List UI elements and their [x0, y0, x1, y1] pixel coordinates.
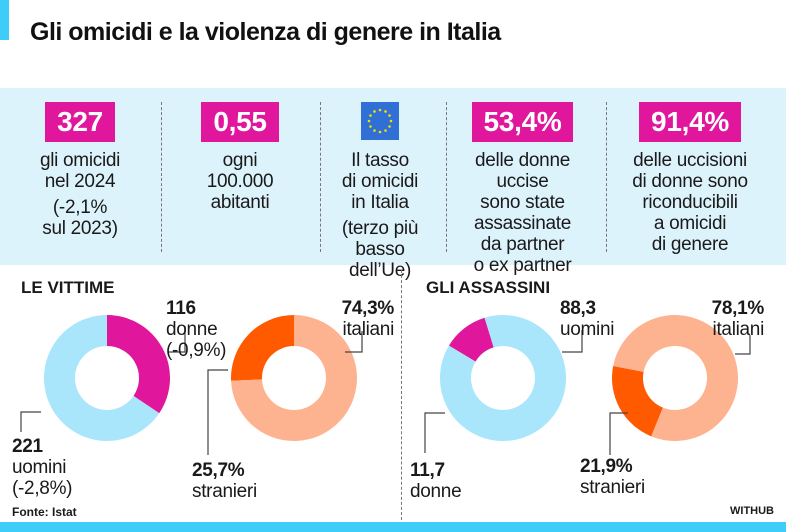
donut-slice-stranieri [611, 365, 663, 437]
stat-text: a omicidi [653, 213, 727, 234]
stat-value: 327 [45, 102, 115, 142]
stat-text: sono state [480, 192, 565, 213]
stat-text: in Italia [351, 192, 409, 213]
stat-text: di donne sono [632, 171, 748, 192]
stat-text: Il tasso [351, 150, 409, 171]
stat-text: uccise [496, 171, 549, 192]
stat-text: abitanti [210, 192, 270, 213]
stat-homicides: 327 gli omicidi nel 2024 (-2,1% sul 2023… [20, 102, 140, 239]
stat-value: 0,55 [201, 102, 279, 142]
donut-slice-italiani [231, 315, 358, 441]
stat-note: dell’Ue) [348, 260, 411, 281]
page-title: Gli omicidi e la violenza di genere in I… [30, 18, 501, 46]
label-killers-women: 11,7 donne [410, 460, 462, 502]
stat-text: gli omicidi [39, 150, 121, 171]
stat-text: di omicidi [341, 171, 419, 192]
label-killers-foreigners: 21,9% stranieri [580, 456, 645, 498]
stat-partner: 53,4% delle donne uccise sono state assa… [455, 102, 590, 276]
donut-slice-italiani [613, 315, 738, 441]
divider [161, 102, 162, 252]
stat-text: assassinate [473, 213, 572, 234]
label-killers-men: 88,3 uomini [560, 298, 615, 340]
stat-note: (terzo più [341, 218, 419, 239]
label-victims-italians: 74,3% italiani [341, 298, 395, 340]
brand-logo: WITHUB [730, 505, 774, 517]
divider [320, 102, 321, 252]
stat-text: di genere [651, 234, 729, 255]
donut-slice-uomini [440, 315, 567, 442]
stat-text: riconducibili [642, 192, 738, 213]
accent-bar [0, 0, 9, 40]
section-title-killers: GLI ASSASSINI [426, 278, 551, 297]
divider [446, 102, 447, 252]
stat-note: (-2,1% [52, 197, 108, 218]
stat-text: da partner [480, 234, 565, 255]
label-victims-women: 116 donne (-0,9%) [166, 298, 227, 361]
donut-slice-donne [107, 315, 170, 414]
donut-slice-stranieri [231, 315, 294, 381]
stat-gender: 91,4% delle uccisioni di donne sono rico… [615, 102, 765, 255]
stat-eu: Il tasso di omicidi in Italia (terzo più… [325, 102, 435, 281]
divider [401, 270, 402, 520]
eu-flag-icon [361, 102, 399, 140]
label-victims-foreigners: 25,7% stranieri [192, 460, 257, 502]
source: Fonte: Istat [12, 505, 77, 519]
leader-lines [20, 326, 751, 455]
stat-text: delle uccisioni [633, 150, 747, 171]
stat-note: basso [355, 239, 405, 260]
stat-text: delle donne [475, 150, 570, 171]
stat-text: 100.000 [206, 171, 274, 192]
label-killers-italians: 78,1% italiani [711, 298, 765, 340]
stat-value: 53,4% [471, 102, 574, 142]
divider [606, 102, 607, 252]
section-title-victims: LE VITTIME [21, 278, 115, 297]
donut-slice-uomini [44, 315, 160, 441]
donut-slice-donne [448, 317, 494, 362]
bottom-bar [0, 522, 786, 532]
stat-text: ogni [222, 150, 258, 171]
stat-value: 91,4% [639, 102, 741, 142]
stat-text: nel 2024 [44, 171, 116, 192]
stat-note: sul 2023) [42, 218, 118, 239]
stat-text: o ex partner [473, 255, 572, 276]
stat-rate: 0,55 ogni 100.000 abitanti [175, 102, 305, 213]
label-victims-men: 221 uomini (-2,8%) [12, 436, 73, 499]
